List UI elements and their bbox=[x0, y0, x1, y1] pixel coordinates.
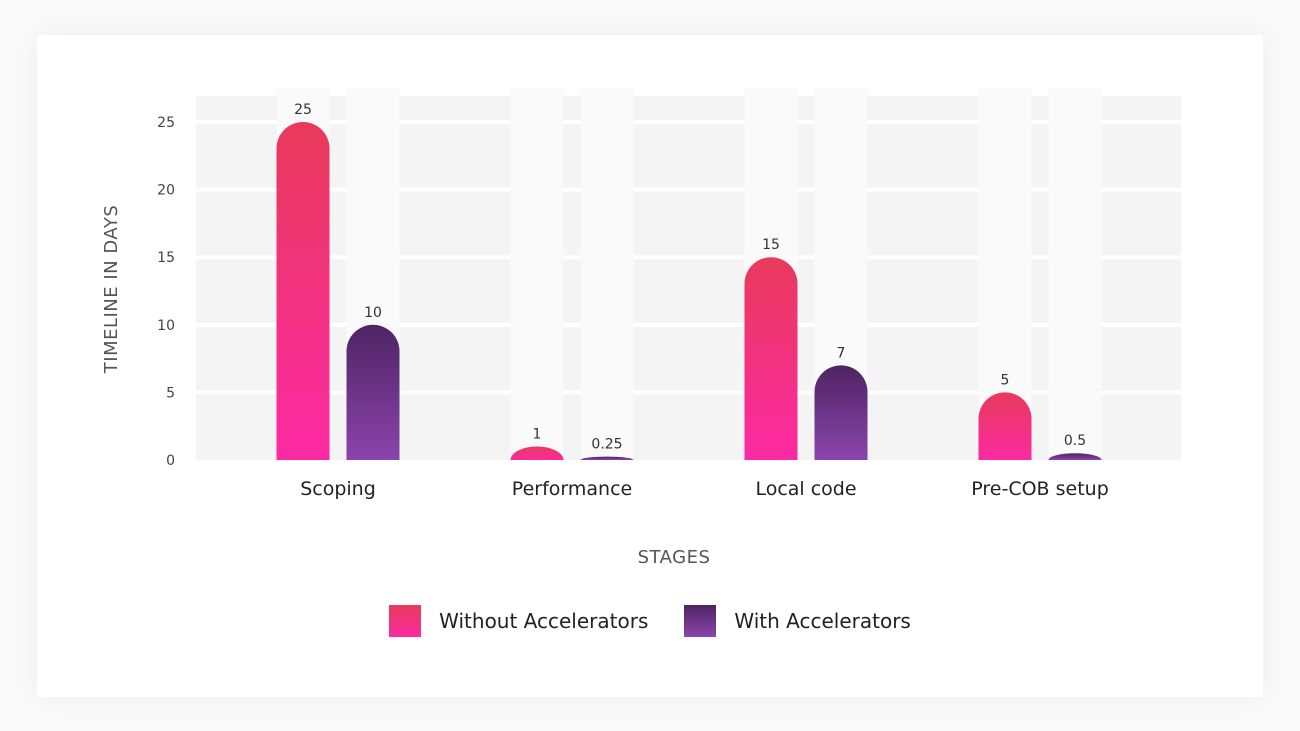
bar-with-accelerators bbox=[346, 324, 400, 460]
y-tick-label: 10 bbox=[157, 318, 175, 334]
legend-item-with[interactable]: With Accelerators bbox=[684, 605, 911, 637]
bar-without-accelerators bbox=[510, 446, 564, 460]
y-tick-label: 25 bbox=[157, 115, 175, 131]
bar-without-accelerators bbox=[744, 257, 798, 460]
y-tick-label: 15 bbox=[157, 250, 175, 266]
x-category-label: Local code bbox=[755, 478, 856, 500]
data-label: 1 bbox=[533, 426, 542, 442]
y-axis-title: TIMELINE IN DAYS bbox=[101, 205, 122, 374]
gridline bbox=[196, 390, 1181, 395]
y-tick-label: 5 bbox=[166, 385, 175, 401]
bar-without-accelerators bbox=[978, 392, 1032, 460]
x-axis-categories: Scoping Performance Local code Pre-COB setu… bbox=[300, 478, 1109, 500]
data-label: 7 bbox=[837, 345, 846, 361]
gridline bbox=[196, 187, 1181, 192]
y-tick-label: 20 bbox=[157, 183, 175, 199]
bar-with-accelerators bbox=[1048, 453, 1102, 460]
bar-with-accelerators bbox=[814, 365, 868, 460]
bar-track bbox=[1048, 88, 1102, 460]
legend-item-without[interactable]: Without Accelerators bbox=[389, 605, 648, 637]
bar-track bbox=[510, 88, 564, 460]
data-label: 10 bbox=[364, 305, 382, 321]
gridline bbox=[196, 120, 1181, 124]
plot-area bbox=[196, 96, 1181, 460]
bar-track bbox=[580, 88, 634, 460]
data-label: 15 bbox=[762, 237, 780, 253]
x-category-label: Performance bbox=[512, 478, 632, 500]
x-category-label: Pre-COB setup bbox=[971, 478, 1109, 500]
legend: Without Accelerators With Accelerators bbox=[0, 605, 1300, 637]
bars bbox=[276, 122, 1102, 460]
legend-swatch-with bbox=[684, 605, 717, 637]
data-label: 25 bbox=[294, 102, 312, 118]
gridline bbox=[196, 322, 1181, 327]
data-labels: 25 10 1 0.25 15 7 5 0.5 bbox=[294, 102, 1086, 453]
data-label: 0.5 bbox=[1064, 433, 1086, 449]
bar-with-accelerators bbox=[580, 456, 634, 460]
gridline bbox=[196, 255, 1181, 260]
y-tick-label: 0 bbox=[166, 453, 175, 469]
data-label: 5 bbox=[1001, 372, 1010, 388]
bar-without-accelerators bbox=[276, 122, 330, 460]
plot-background bbox=[196, 96, 1181, 460]
legend-label-without: Without Accelerators bbox=[439, 609, 649, 633]
data-label: 0.25 bbox=[591, 437, 622, 453]
x-category-label: Scoping bbox=[300, 478, 376, 500]
x-axis-title: STAGES bbox=[638, 547, 711, 568]
y-axis-ticks: 0 5 10 15 20 25 bbox=[157, 115, 175, 469]
legend-swatch-without bbox=[389, 605, 422, 637]
legend-label-with: With Accelerators bbox=[734, 609, 911, 633]
